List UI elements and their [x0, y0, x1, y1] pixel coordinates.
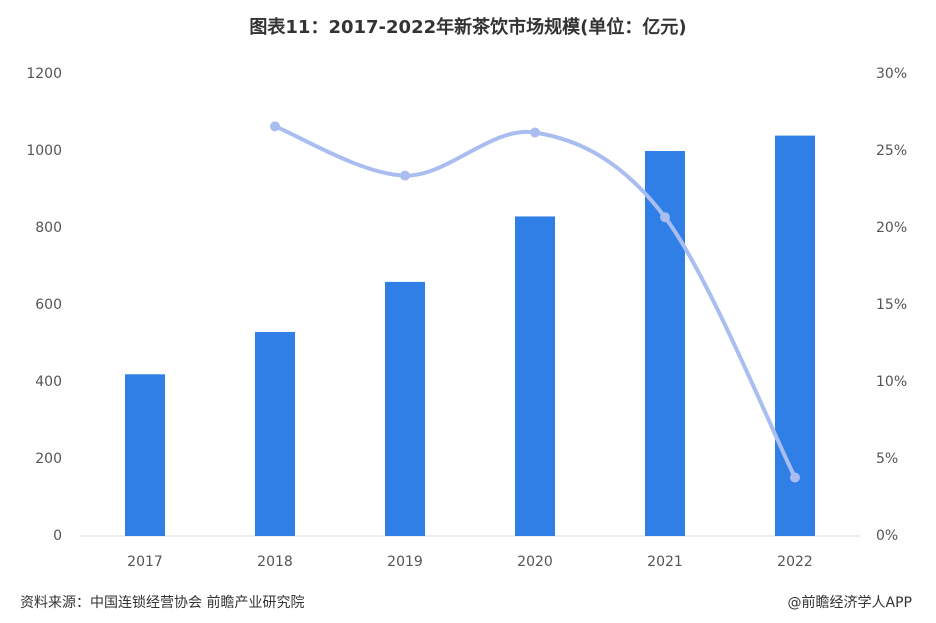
source: 资料来源：中国连锁经营协会 前瞻产业研究院: [20, 594, 304, 611]
y2-tick-label: 5%: [876, 451, 898, 467]
y2-tick-label: 0%: [876, 528, 898, 544]
y2-tick-label: 25%: [876, 143, 907, 159]
x-tick-label: 2020: [517, 554, 553, 570]
y-tick-label: 400: [35, 374, 62, 390]
bar: [645, 151, 685, 536]
line-point: [530, 127, 540, 138]
credit: @前瞻经济学人APP: [788, 594, 912, 611]
line: [273, 124, 797, 480]
bar: [515, 216, 555, 536]
y-tick-label: 200: [35, 451, 62, 467]
y-tick-label: 0: [53, 528, 62, 544]
bar: [775, 135, 815, 536]
bar: [125, 374, 165, 536]
x-tick-label: 2022: [777, 554, 813, 570]
x-tick-label: 2017: [127, 554, 163, 570]
bar: [385, 281, 425, 536]
x-tick-label: 2018: [257, 554, 293, 570]
y-tick-label: 600: [35, 297, 62, 313]
y-tick-label: 800: [35, 220, 62, 236]
y-tick-label: 1200: [26, 66, 62, 82]
x-tick-label: 2021: [647, 554, 683, 570]
y-tick-label: 1000: [26, 143, 62, 159]
line-point: [400, 170, 410, 181]
x-tick-label: 2019: [387, 554, 423, 570]
y2-tick-label: 20%: [876, 220, 907, 236]
line-point: [660, 212, 670, 223]
bar: [255, 331, 295, 536]
line-point: [790, 472, 800, 483]
y2-tick-label: 30%: [876, 66, 907, 82]
line-point: [270, 121, 280, 132]
chart-title: 图表11：2017-2022年新茶饮市场规模(单位：亿元): [249, 16, 686, 38]
y2-tick-label: 15%: [876, 297, 907, 313]
y2-tick-label: 10%: [876, 374, 907, 390]
